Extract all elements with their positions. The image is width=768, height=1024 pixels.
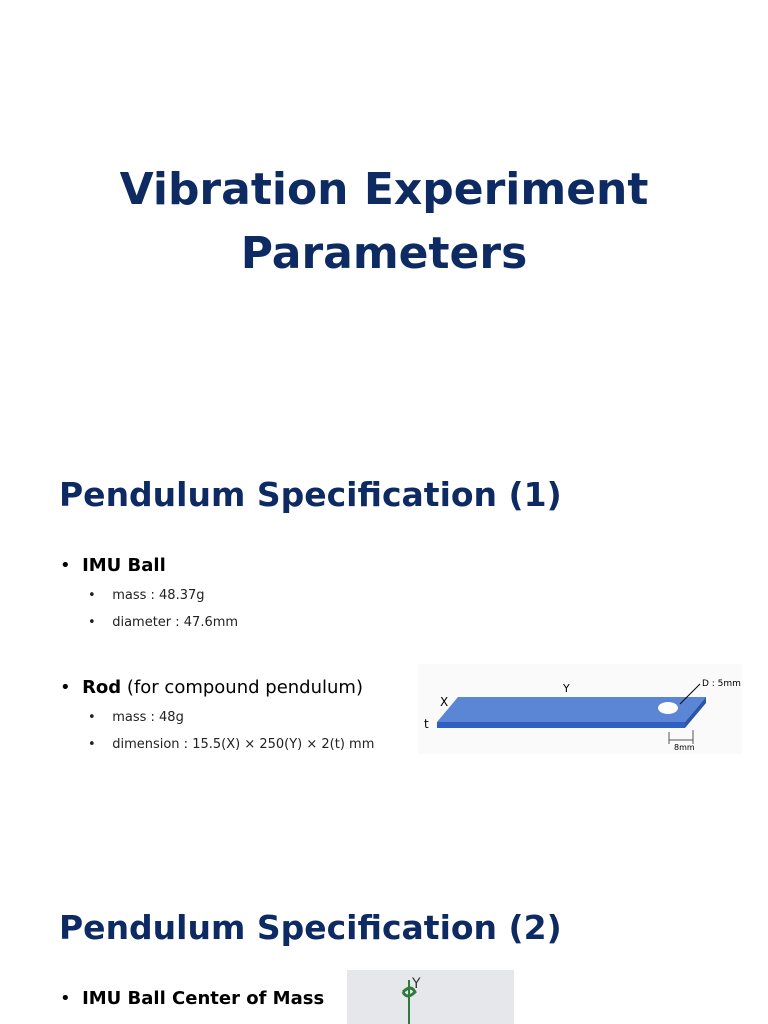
sub-bullet-text: mass : 48g: [112, 710, 184, 725]
hole-arrow: [679, 683, 701, 705]
rod-side: [685, 697, 706, 728]
bullet-label: Rod: [82, 677, 122, 698]
sub-bullet-text: mass : 48.37g: [112, 588, 205, 603]
section-heading: Pendulum Specification (2): [59, 908, 562, 947]
com-figure: Y: [347, 970, 514, 1024]
rod-top: [437, 697, 706, 722]
section-heading: Pendulum Specification (1): [59, 475, 562, 514]
bullet-label: IMU Ball Center of Mass: [82, 988, 325, 1009]
figure-label: X: [440, 695, 448, 709]
figure-label: D : 5mm: [702, 679, 741, 689]
sub-bullet-text: dimension : 15.5(X) × 250(Y) × 2(t) mm: [112, 737, 375, 752]
figure-label: Y: [411, 976, 421, 992]
sub-bullet: • dimension : 15.5(X) × 250(Y) × 2(t) mm: [88, 737, 375, 752]
sub-bullet: • mass : 48.37g: [88, 588, 205, 603]
bullet: • IMU Ball: [60, 555, 166, 576]
figure-bg: [347, 970, 514, 1024]
bullet: • Rod (for compound pendulum): [60, 677, 363, 698]
bullet: • IMU Ball Center of Mass: [60, 988, 325, 1009]
bullet-label: IMU Ball: [82, 555, 166, 576]
sub-bullet-text: diameter : 47.6mm: [112, 615, 239, 630]
figure-label: t: [424, 717, 429, 731]
rotation-arrow: [401, 986, 417, 998]
figure-label: 8mm: [674, 743, 695, 752]
bullet-note: (for compound pendulum): [126, 677, 363, 698]
rod-figure: X Y t D : 5mm 8mm: [418, 664, 742, 754]
slide-title: Vibration Experiment Parameters: [119, 164, 649, 279]
rod-hole: [658, 702, 678, 714]
figure-label: Y: [562, 682, 570, 695]
sub-bullet: • mass : 48g: [88, 710, 184, 725]
rod-front: [437, 722, 685, 728]
sub-bullet: • diameter : 47.6mm: [88, 615, 239, 630]
